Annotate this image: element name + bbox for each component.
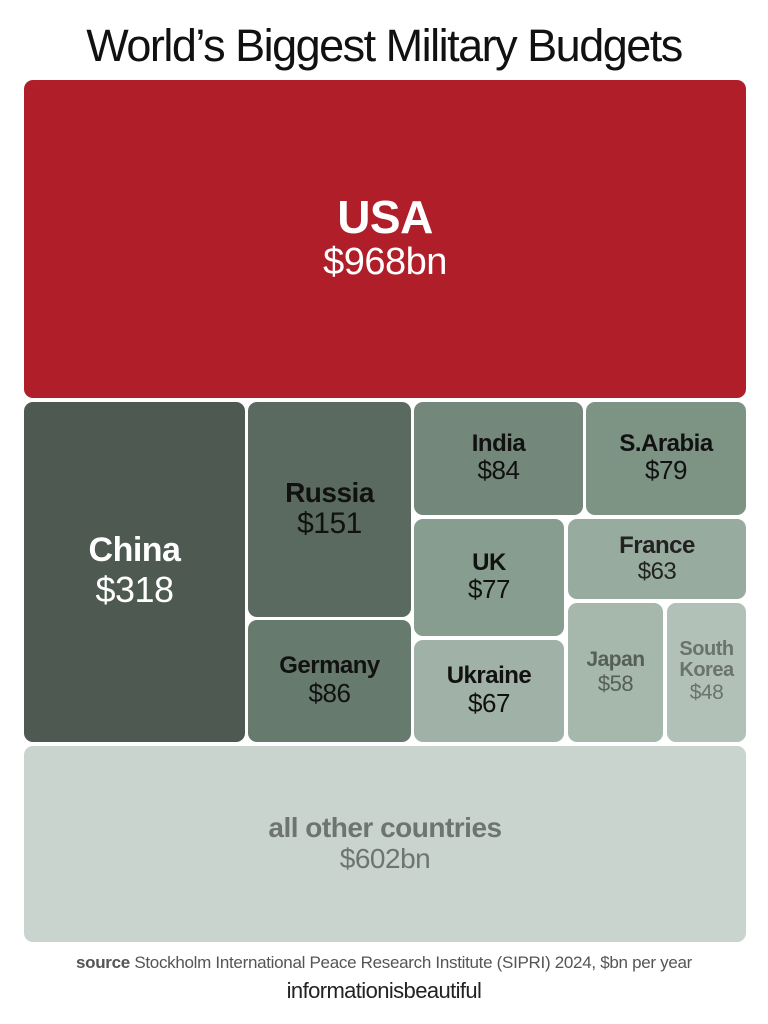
tile-name-label: France <box>619 531 695 559</box>
tile-name-label: S.Arabia <box>619 429 713 457</box>
tile-name-label: Germany <box>279 652 380 680</box>
source-text: Stockholm International Peace Research I… <box>134 953 693 972</box>
brand-logo: informationisbeautiful <box>286 978 482 1003</box>
treemap-tile-france: France $63 <box>568 519 746 599</box>
tile-name-label: USA <box>337 191 433 243</box>
tile-value-label: $67 <box>468 687 510 718</box>
treemap-tile-s-arabia: S.Arabia $79 <box>586 402 746 515</box>
treemap-tile-china: China $318 <box>24 402 245 742</box>
tile-value-label: $602bn <box>339 842 431 874</box>
tile-name-label: China <box>88 531 181 570</box>
tile-value-label: $86 <box>308 677 351 708</box>
tile-name-label: all other countries <box>268 812 502 844</box>
treemap-tile-india: India $84 <box>414 402 583 515</box>
treemap-tile-all-other-countries: all other countries $602bn <box>24 746 746 942</box>
tile-value-label: $63 <box>637 557 677 585</box>
tile-value-label: $84 <box>477 455 520 486</box>
chart-title: World’s Biggest Military Budgets <box>86 20 683 71</box>
tile-name-label: UK <box>472 548 506 576</box>
tile-name-label: India <box>471 429 526 457</box>
treemap-tile-uk: UK $77 <box>414 519 564 636</box>
treemap-tile-south-korea: South Korea $48 <box>667 603 746 742</box>
tile-name-label: Ukraine <box>446 662 532 690</box>
treemap-tile-russia: Russia $151 <box>248 402 411 617</box>
treemap-tile-usa: USA $968bn <box>24 80 746 398</box>
tile-value-label: $58 <box>597 670 634 696</box>
source-note: source Stockholm International Peace Res… <box>0 953 768 973</box>
source-label: source <box>75 953 130 972</box>
tile-value-label: $151 <box>297 506 362 540</box>
treemap-tile-germany: Germany $86 <box>248 620 411 742</box>
treemap-tile-japan: Japan $58 <box>568 603 663 742</box>
tile-name-label: Japan <box>586 647 645 671</box>
tile-value-label: $77 <box>468 574 510 605</box>
tile-value-label: $318 <box>95 569 174 611</box>
tile-value-label: $48 <box>689 681 724 705</box>
treemap-tile-ukraine: Ukraine $67 <box>414 640 564 742</box>
tile-value-label: $79 <box>645 455 687 486</box>
tile-name-label: South Korea <box>679 638 734 682</box>
tile-name-label: Russia <box>285 476 374 508</box>
tile-value-label: $968bn <box>323 241 447 284</box>
